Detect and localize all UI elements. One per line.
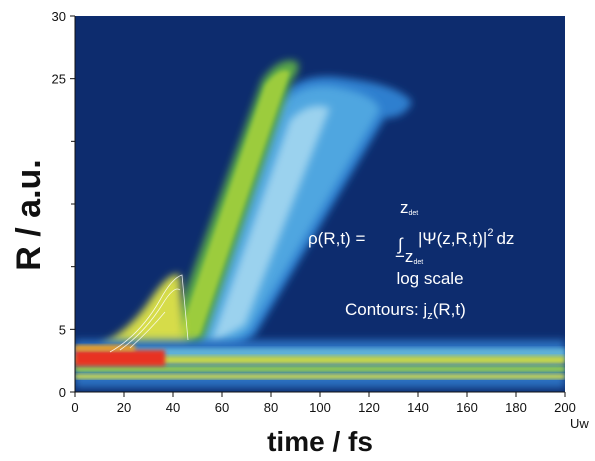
y-tick-label: 30 — [52, 9, 66, 24]
x-tick-label: 200 — [554, 400, 576, 415]
formula-lower: −zdet — [395, 247, 423, 266]
x-tick-label: 100 — [309, 400, 331, 415]
x-tick-label: 40 — [166, 400, 180, 415]
formula-lhs: ρ(R,t) = — [308, 229, 365, 248]
y-axis-label: R / a.u. — [10, 159, 48, 270]
density-map — [75, 60, 565, 388]
x-tick-label: 80 — [264, 400, 278, 415]
contours-note: Contours: jz(R,t) — [345, 300, 466, 322]
x-tick-label: 160 — [456, 400, 478, 415]
formula-integral: ∫ — [397, 235, 404, 254]
y-tick-label: 5 — [59, 322, 66, 337]
x-axis-label: time / fs — [267, 426, 373, 457]
scale-note: log scale — [396, 269, 463, 288]
x-tick-label: 0 — [71, 400, 78, 415]
formula: ρ(R,t) = ∫ zdet −zdet |Ψ(z,R,t)|2 dz — [308, 198, 514, 266]
x-tick-label: 180 — [505, 400, 527, 415]
formula-upper: zdet — [400, 198, 418, 217]
x-tick-label: 120 — [358, 400, 380, 415]
x-tick-label: 20 — [117, 400, 131, 415]
ticks: 0 20 40 60 80 100 120 140 160 180 200 0 5 25 30 — [52, 9, 576, 415]
formula-integrand: |Ψ(z,R,t)|2 dz — [418, 227, 514, 248]
edge-text: Uw — [570, 416, 589, 431]
y-tick-label: 0 — [59, 385, 66, 400]
x-tick-label: 140 — [407, 400, 429, 415]
x-tick-label: 60 — [215, 400, 229, 415]
y-tick-label: 25 — [52, 72, 66, 87]
